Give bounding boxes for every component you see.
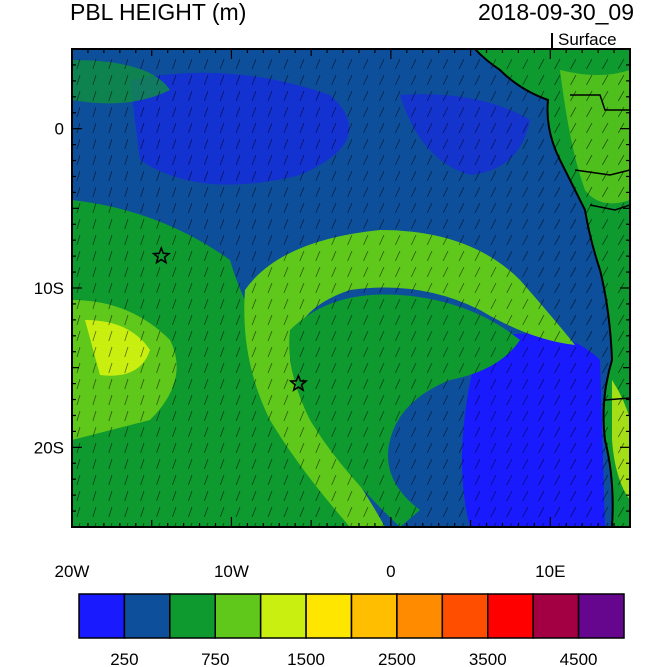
colorbar-label: 250 [110, 650, 138, 667]
colorbar-swatch [169, 593, 216, 639]
colorbar-swatch [577, 593, 625, 639]
coastline [474, 49, 614, 527]
site-markers [151, 245, 309, 392]
africa-interior-high [560, 70, 630, 204]
x-tick-label: 10W [214, 562, 249, 581]
highest-pbl-patch-west [85, 320, 150, 376]
country-borders [570, 94, 630, 401]
colorbar-label: 1500 [287, 650, 325, 667]
star-marker [288, 373, 309, 392]
colorbar-label: 3500 [469, 650, 507, 667]
colorbar: 250 750 1500 2500 3500 4500 [78, 593, 625, 667]
colorbar-swatch [487, 593, 534, 639]
colorbar-swatch [78, 593, 126, 639]
x-tick-label: 0 [386, 562, 395, 581]
x-tick-label: 10E [535, 562, 565, 581]
colorbar-swatch [532, 593, 580, 639]
colorbar-swatch [305, 593, 353, 639]
low-pbl-region-coast [462, 333, 605, 527]
colorbar-label: 4500 [560, 650, 598, 667]
mid-pbl-region-nw [72, 60, 170, 104]
y-tick-label: 20S [34, 438, 64, 457]
y-tick-label: 10S [34, 279, 64, 298]
colorbar-label: 750 [201, 650, 229, 667]
colorbar-swatch [350, 593, 398, 639]
map-title: PBL HEIGHT (m) [70, 0, 247, 25]
colorbar-swatch [123, 593, 171, 639]
colorbar-swatch [441, 593, 489, 639]
elevated-pbl-arc [244, 230, 575, 527]
star-marker [151, 245, 171, 265]
y-axis: 0 10S 20S [34, 48, 630, 528]
level-label: Surface [558, 30, 617, 49]
colorbar-label: 2500 [378, 650, 416, 667]
valid-time: 2018-09-30_09 [477, 0, 634, 25]
low-pbl-region-ne [400, 94, 530, 175]
x-axis: 20W 10W 0 10E [55, 49, 631, 581]
x-tick-label: 20W [55, 562, 90, 581]
africa-south-high [612, 380, 630, 500]
low-pbl-region-north [130, 72, 350, 185]
level-marker [551, 33, 553, 49]
y-tick-label: 0 [55, 120, 64, 139]
colorbar-swatch [259, 593, 307, 639]
wind-barbs [76, 58, 625, 527]
colorbar-swatch [214, 593, 262, 639]
colorbar-swatch [396, 593, 444, 639]
mid-pbl-core [289, 294, 520, 527]
